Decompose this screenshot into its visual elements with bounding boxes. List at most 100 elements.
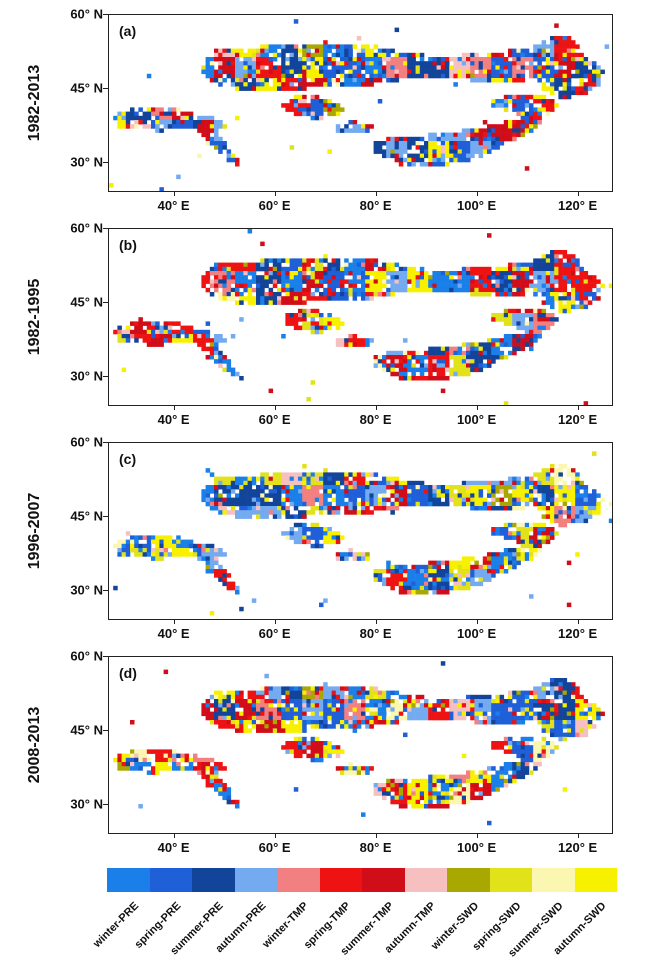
y-tick-mark: [103, 302, 108, 304]
y-tick-label: 30° N: [70, 368, 103, 384]
y-tick-mark: [103, 590, 108, 592]
x-tick-label: 100° E: [457, 626, 497, 641]
x-tick-mark: [476, 834, 478, 838]
y-tick-mark: [103, 228, 108, 229]
legend-colorbar: [107, 868, 617, 892]
x-tick-mark: [375, 406, 377, 410]
x-tick-label: 80° E: [359, 198, 392, 213]
pixel-layer: [113, 229, 612, 405]
x-tick-mark: [173, 834, 175, 838]
period-label-text: 1996-2007: [26, 492, 43, 570]
y-tick-label: 45° N: [70, 508, 103, 524]
map-frame: (b): [108, 228, 613, 406]
driver-map: [113, 451, 612, 616]
x-tick-label: 120° E: [558, 412, 598, 427]
x-tick-mark: [577, 406, 579, 410]
x-tick-mark: [173, 620, 175, 624]
x-tick-label: 40° E: [157, 198, 190, 213]
driver-map: [113, 229, 612, 405]
x-tick-mark: [173, 406, 175, 410]
y-tick-label: 60° N: [70, 648, 103, 664]
y-tick-label: 60° N: [70, 220, 103, 236]
x-tick-label: 60° E: [258, 412, 291, 427]
legend-swatch: [319, 868, 362, 892]
map-panel: 1982-1995 (b) 60° N 45° N 30° N 40° E 60° E 80°…: [0, 214, 647, 428]
map-panel: 1996-2007 (c) 60° N 45° N 30° N 40° E 60° E 80°…: [0, 428, 647, 642]
panel-label: (c): [119, 451, 137, 467]
legend-swatch: [362, 868, 405, 892]
y-tick-mark: [103, 730, 108, 732]
x-tick-mark: [274, 406, 276, 410]
legend-swatch: [149, 868, 192, 892]
legend-swatch: [192, 868, 235, 892]
x-tick-mark: [577, 834, 579, 838]
panel-label: (b): [119, 237, 137, 253]
y-tick-label: 45° N: [70, 80, 103, 96]
legend-swatch: [234, 868, 277, 892]
legend-swatch: [404, 868, 447, 892]
driver-map: [109, 19, 610, 191]
x-tick-mark: [274, 620, 276, 624]
map-frame: (d): [108, 656, 613, 834]
legend-swatch: [107, 868, 150, 892]
y-tick-label: 30° N: [70, 154, 103, 170]
y-tick-mark: [103, 656, 108, 657]
y-tick-mark: [103, 376, 108, 378]
x-tick-label: 80° E: [359, 626, 392, 641]
x-tick-label: 80° E: [359, 840, 392, 855]
driver-map: [113, 661, 605, 826]
y-tick-mark: [103, 162, 108, 164]
map-frame: (c): [108, 442, 613, 620]
y-tick-mark: [103, 516, 108, 518]
y-tick-label: 30° N: [70, 582, 103, 598]
y-tick-mark: [103, 442, 108, 443]
map-frame: (a): [108, 14, 613, 192]
panel-label: (d): [119, 665, 137, 681]
x-tick-mark: [274, 192, 276, 196]
x-tick-mark: [375, 620, 377, 624]
legend-swatch: [532, 868, 575, 892]
x-tick-label: 60° E: [258, 626, 291, 641]
y-tick-label: 30° N: [70, 796, 103, 812]
x-tick-mark: [476, 192, 478, 196]
y-tick-label: 60° N: [70, 6, 103, 22]
x-tick-label: 40° E: [157, 840, 190, 855]
pixel-layer: [113, 451, 612, 616]
x-tick-label: 60° E: [258, 840, 291, 855]
legend-swatch: [277, 868, 320, 892]
x-tick-mark: [476, 620, 478, 624]
x-tick-label: 120° E: [558, 198, 598, 213]
legend-swatch: [574, 868, 617, 892]
y-tick-mark: [103, 88, 108, 90]
pixel-layer: [113, 661, 605, 826]
y-tick-label: 45° N: [70, 722, 103, 738]
x-tick-label: 60° E: [258, 198, 291, 213]
map-panel: 2008-2013 (d) 60° N 45° N 30° N 40° E 60° E 80°…: [0, 642, 647, 856]
x-tick-mark: [375, 834, 377, 838]
panel-label: (a): [119, 23, 137, 39]
period-label-text: 2008-2013: [26, 706, 43, 784]
legend-swatch: [447, 868, 490, 892]
y-tick-mark: [103, 804, 108, 806]
pixel-layer: [109, 19, 610, 191]
x-tick-mark: [577, 620, 579, 624]
x-tick-label: 100° E: [457, 840, 497, 855]
x-tick-label: 40° E: [157, 412, 190, 427]
y-tick-label: 45° N: [70, 294, 103, 310]
legend-swatch: [489, 868, 532, 892]
x-tick-label: 120° E: [558, 840, 598, 855]
x-tick-label: 120° E: [558, 626, 598, 641]
x-tick-label: 80° E: [359, 412, 392, 427]
x-tick-mark: [274, 834, 276, 838]
x-tick-mark: [173, 192, 175, 196]
x-tick-label: 100° E: [457, 198, 497, 213]
x-tick-label: 100° E: [457, 412, 497, 427]
map-panel: 1982-2013 (a) 60° N 45° N 30° N 40° E 60° E 80°…: [0, 0, 647, 214]
x-tick-mark: [577, 192, 579, 196]
x-tick-mark: [476, 406, 478, 410]
period-label-text: 1982-1995: [26, 278, 43, 356]
x-tick-mark: [375, 192, 377, 196]
y-tick-mark: [103, 14, 108, 15]
x-tick-label: 40° E: [157, 626, 190, 641]
y-tick-label: 60° N: [70, 434, 103, 450]
